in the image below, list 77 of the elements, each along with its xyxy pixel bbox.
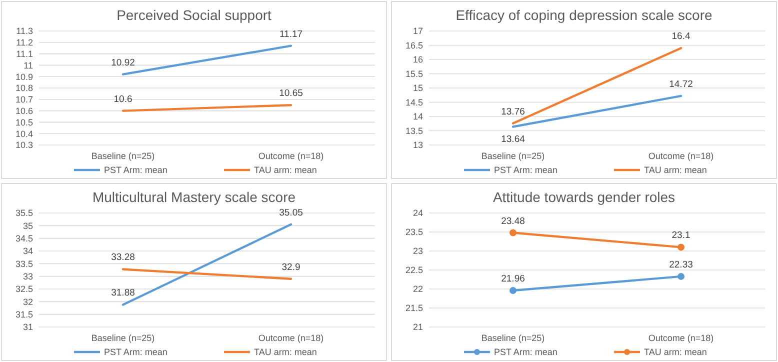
y-tick-label: 22: [412, 284, 423, 294]
x-tick-label: Baseline (n=25): [91, 333, 155, 343]
x-tick-label: Baseline (n=25): [481, 333, 545, 343]
data-label: 21.96: [501, 274, 525, 285]
data-label: 14.72: [669, 78, 693, 90]
legend-label: TAU arm: mean: [254, 165, 317, 176]
y-tick-label: 10.7: [15, 94, 33, 105]
x-tick-label: Outcome (n=18): [258, 151, 324, 161]
point: [510, 229, 516, 236]
y-tick-label: 24: [412, 208, 423, 218]
y-tick-label: 33.5: [15, 258, 33, 269]
data-label: 33.28: [111, 252, 135, 264]
y-tick-label: 32: [22, 296, 33, 307]
y-tick-label: 34.5: [15, 233, 33, 244]
point: [678, 272, 684, 280]
point: [678, 244, 684, 251]
data-label: 13.64: [501, 134, 525, 145]
y-tick-label: 10.3: [15, 140, 33, 150]
legend-label: TAU arm: mean: [644, 347, 707, 358]
chart-title: Efficacy of coping depression scale score: [456, 7, 712, 23]
data-label: 32.9: [282, 262, 300, 273]
legend-label: PST Arm: mean: [104, 347, 168, 358]
y-tick-label: 23.5: [405, 227, 423, 238]
y-tick-label: 31.5: [15, 309, 33, 320]
y-tick-label: 10.4: [15, 128, 33, 139]
data-label: 35.05: [279, 207, 303, 218]
y-tick-label: 15.5: [405, 68, 423, 79]
point: [510, 287, 516, 294]
y-tick-label: 15: [412, 83, 423, 94]
y-tick-label: 10.9: [15, 72, 33, 82]
legend-label: PST Arm: mean: [494, 165, 558, 176]
chart-title: Multicultural Mastery scale score: [92, 189, 296, 205]
y-tick-label: 10.6: [15, 106, 33, 116]
y-tick-label: 13: [412, 140, 423, 150]
data-label: 11.17: [279, 28, 303, 40]
legend-label: TAU arm: mean: [254, 347, 317, 358]
legend-label: PST Arm: mean: [104, 165, 168, 176]
y-tick-label: 17: [412, 26, 423, 36]
y-tick-label: 16: [412, 54, 423, 65]
y-tick-label: 10.5: [15, 117, 33, 128]
y-tick-label: 16.5: [405, 40, 423, 50]
y-tick-label: 21.5: [405, 303, 423, 314]
y-tick-label: 35.5: [15, 208, 33, 218]
y-tick-label: 33: [22, 271, 33, 282]
y-tick-label: 34: [22, 246, 33, 256]
data-label: 10.6: [114, 94, 132, 105]
x-tick-label: Baseline (n=25): [481, 151, 545, 161]
x-tick-label: Outcome (n=18): [648, 333, 714, 343]
chart-title: Perceived Social support: [116, 7, 272, 23]
y-tick-label: 11.2: [16, 38, 33, 48]
y-tick-label: 11.3: [16, 26, 33, 36]
y-tick-label: 23: [412, 246, 423, 256]
data-label: 10.92: [111, 57, 135, 68]
y-tick-label: 10.8: [15, 83, 33, 94]
y-tick-label: 31: [22, 322, 33, 332]
y-tick-label: 11: [24, 60, 33, 70]
y-tick-label: 35: [22, 220, 33, 231]
data-label: 23.1: [672, 230, 690, 242]
y-tick-label: 11.1: [16, 48, 33, 59]
x-tick-label: Outcome (n=18): [648, 151, 714, 161]
legend-label: PST Arm: mean: [494, 347, 558, 358]
y-tick-label: 13.5: [405, 126, 423, 136]
data-label: 23.48: [501, 216, 525, 227]
y-tick-label: 14: [412, 112, 423, 122]
y-tick-label: 32.5: [15, 284, 33, 294]
data-label: 16.4: [672, 31, 690, 42]
chart-title: Attitude towards gender roles: [492, 189, 676, 205]
x-tick-label: Baseline (n=25): [91, 151, 155, 161]
data-label: 31.88: [111, 288, 135, 299]
y-tick-label: 21: [412, 322, 423, 332]
data-label: 10.65: [279, 88, 303, 100]
y-tick-label: 22.5: [405, 265, 423, 276]
data-label: 13.76: [501, 106, 525, 118]
y-tick-label: 14.5: [405, 97, 423, 108]
legend-label: TAU arm: mean: [644, 165, 707, 176]
data-label: 22.33: [669, 259, 693, 270]
x-tick-label: Outcome (n=18): [258, 333, 324, 343]
